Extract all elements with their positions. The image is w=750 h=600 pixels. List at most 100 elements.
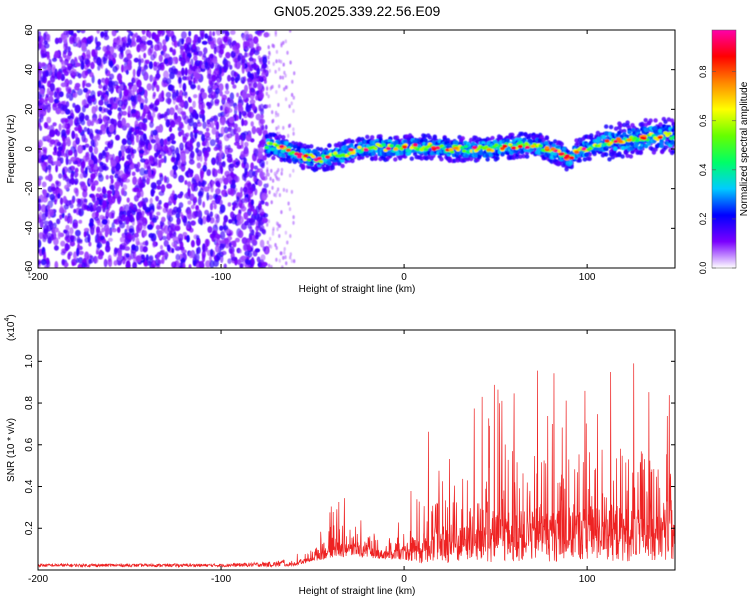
noise-cell xyxy=(247,183,251,188)
noise-cell xyxy=(229,158,233,163)
noise-cell xyxy=(228,242,232,248)
noise-cell xyxy=(43,161,47,166)
noise-cell xyxy=(65,126,71,134)
y-tick-label: -20 xyxy=(24,181,35,196)
noise-cell xyxy=(56,71,62,81)
signal-cell xyxy=(461,149,467,153)
noise-cell xyxy=(281,75,285,80)
noise-cell xyxy=(201,40,208,45)
noise-cell xyxy=(154,44,160,52)
signal-cell xyxy=(427,135,433,140)
noise-cell xyxy=(64,243,70,252)
noise-cell xyxy=(167,98,172,105)
noise-cell xyxy=(82,190,88,198)
noise-cell xyxy=(236,144,242,150)
noise-cell xyxy=(276,227,279,232)
noise-cell xyxy=(289,252,292,257)
noise-cell xyxy=(201,254,206,263)
noise-cell xyxy=(245,93,251,98)
noise-cell xyxy=(49,209,54,217)
noise-cell xyxy=(207,226,213,234)
noise-cell xyxy=(118,150,123,158)
noise-cell xyxy=(43,32,47,42)
noise-cell xyxy=(152,129,158,136)
noise-cell xyxy=(131,139,135,146)
y-tick-label: -60 xyxy=(24,260,35,275)
noise-cell xyxy=(236,92,240,98)
noise-cell xyxy=(131,171,136,176)
signal-cell xyxy=(468,137,474,143)
noise-cell xyxy=(59,205,64,212)
signal-cell xyxy=(370,135,375,140)
noise-cell xyxy=(290,92,294,97)
noise-cell xyxy=(150,44,154,49)
noise-cell xyxy=(171,56,177,65)
noise-cell xyxy=(237,55,241,62)
noise-cell xyxy=(171,152,176,162)
signal-cell xyxy=(626,142,631,147)
noise-cell xyxy=(94,216,100,221)
noise-cell xyxy=(224,145,229,150)
signal-peak-cell xyxy=(544,146,550,150)
noise-cell xyxy=(219,90,223,97)
noise-cell xyxy=(284,39,287,44)
noise-cell xyxy=(70,156,77,162)
noise-cell xyxy=(260,254,266,261)
signal-cell xyxy=(441,146,447,151)
noise-cell xyxy=(259,239,265,248)
noise-cell xyxy=(89,71,94,78)
noise-cell xyxy=(244,40,250,47)
noise-cell xyxy=(282,62,285,67)
noise-cell xyxy=(118,170,124,178)
signal-cell xyxy=(327,161,332,166)
noise-cell xyxy=(169,47,173,53)
noise-cell xyxy=(62,166,68,174)
noise-cell xyxy=(156,84,160,92)
noise-cell xyxy=(88,145,93,153)
noise-cell xyxy=(268,244,271,248)
noise-cell xyxy=(172,49,176,56)
signal-cell xyxy=(618,123,624,128)
noise-cell xyxy=(236,195,240,202)
signal-cell xyxy=(330,165,335,171)
noise-cell xyxy=(172,97,176,105)
noise-cell xyxy=(78,55,82,60)
signal-cell xyxy=(282,157,288,163)
noise-cell xyxy=(132,75,136,84)
noise-cell xyxy=(220,126,225,135)
noise-cell xyxy=(230,70,236,77)
noise-cell xyxy=(161,235,168,241)
noise-cell xyxy=(148,202,155,212)
noise-cell xyxy=(265,91,268,96)
noise-cell xyxy=(135,128,139,134)
noise-cell xyxy=(265,193,269,198)
noise-cell xyxy=(58,173,63,179)
signal-cell xyxy=(663,119,668,125)
noise-cell xyxy=(223,36,228,43)
signal-cell xyxy=(518,140,523,145)
signal-cell xyxy=(613,146,618,151)
noise-cell xyxy=(293,259,296,264)
noise-cell xyxy=(270,200,273,205)
signal-cell xyxy=(296,146,301,151)
noise-cell xyxy=(275,257,278,262)
noise-cell xyxy=(165,91,172,98)
noise-cell xyxy=(152,240,157,248)
noise-cell xyxy=(153,34,160,42)
signal-cell xyxy=(652,129,658,134)
noise-cell xyxy=(194,72,201,80)
noise-cell xyxy=(212,115,219,122)
noise-cell xyxy=(209,211,213,218)
noise-cell xyxy=(196,237,201,247)
noise-cell xyxy=(178,82,182,89)
noise-cell xyxy=(283,87,286,92)
noise-cell xyxy=(156,202,161,210)
noise-cell xyxy=(163,155,167,164)
signal-cell xyxy=(371,151,376,156)
noise-cell xyxy=(69,35,74,45)
noise-cell xyxy=(224,30,229,35)
noise-cell xyxy=(247,245,252,252)
noise-cell xyxy=(67,213,71,218)
noise-cell xyxy=(128,125,133,134)
noise-cell xyxy=(243,119,248,126)
